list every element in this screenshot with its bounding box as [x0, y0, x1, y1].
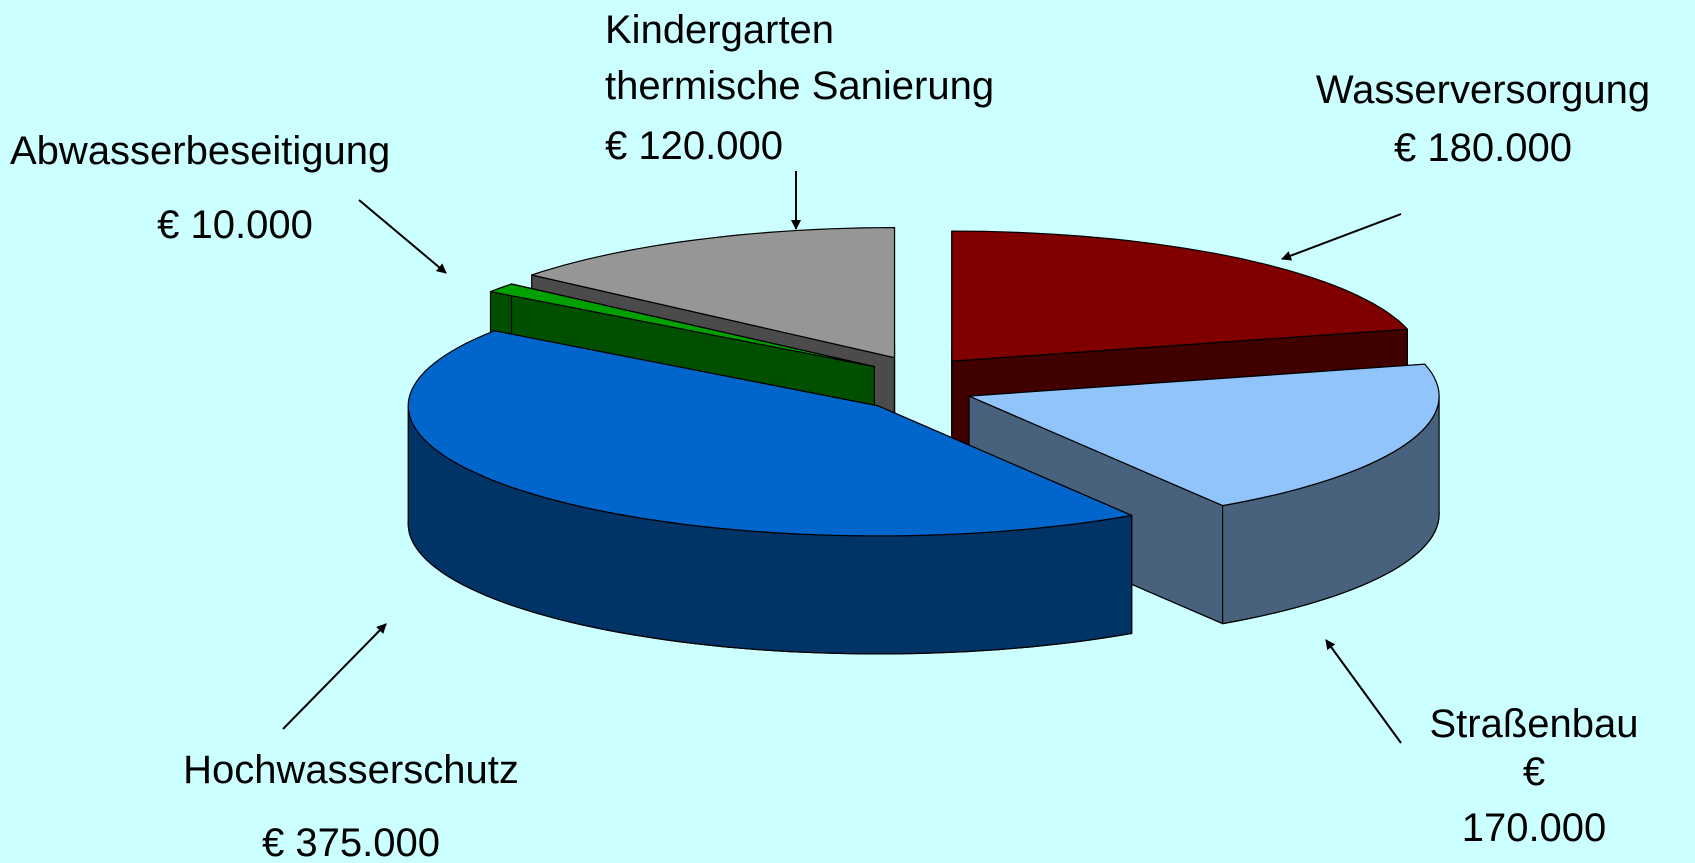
slice-top: [407, 330, 1133, 537]
slice-top: [968, 363, 1440, 507]
arrow: [358, 199, 447, 274]
slice-label: Wasserversorgung: [1315, 68, 1651, 112]
slice-top: [531, 227, 896, 359]
slice-label: Abwasserbeseitigung: [10, 129, 391, 173]
value-label: € 170.000: [1461, 750, 1607, 850]
value-label: € 10.000: [157, 203, 313, 247]
slice: [407, 330, 1133, 655]
arrows: [282, 171, 1402, 744]
value-label: € 180.000: [1394, 126, 1572, 170]
slice-label: Kindergarten thermische Sanierung: [605, 8, 995, 108]
arrow: [1325, 639, 1402, 744]
slice-label: Hochwasserschutz: [183, 748, 519, 792]
value-label: € 375.000: [262, 821, 440, 863]
slice-label: Straßenbau: [1429, 702, 1639, 746]
arrow: [1281, 213, 1402, 261]
value-label: € 120.000: [605, 124, 783, 168]
pie: [407, 227, 1440, 655]
arrow: [282, 623, 387, 730]
slice-top: [489, 283, 875, 368]
slice-top: [951, 230, 1408, 362]
